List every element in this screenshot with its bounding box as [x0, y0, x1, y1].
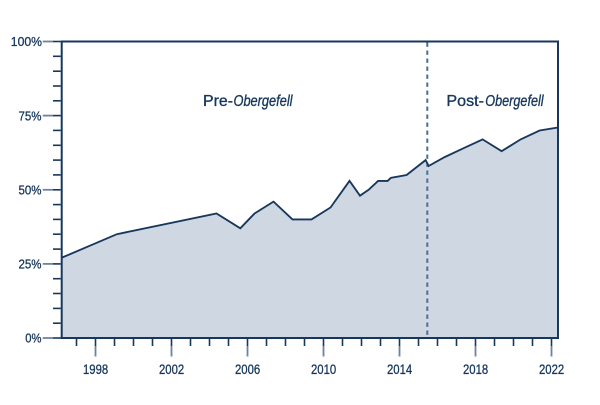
svg-text:75%: 75% — [19, 108, 42, 123]
svg-text:25%: 25% — [19, 257, 42, 272]
svg-text:Obergefell: Obergefell — [234, 93, 293, 110]
svg-text:50%: 50% — [19, 183, 42, 198]
svg-text:0%: 0% — [25, 331, 42, 346]
svg-text:2014: 2014 — [387, 362, 413, 377]
svg-text:Obergefell: Obergefell — [485, 93, 544, 110]
svg-text:2010: 2010 — [311, 362, 336, 377]
svg-text:2006: 2006 — [235, 362, 260, 377]
svg-text:100%: 100% — [11, 34, 43, 49]
svg-text:2002: 2002 — [159, 362, 184, 377]
svg-text:Post-: Post- — [446, 93, 484, 110]
svg-text:1998: 1998 — [83, 362, 108, 377]
svg-text:2018: 2018 — [463, 362, 488, 377]
svg-text:2022: 2022 — [539, 362, 564, 377]
svg-text:Pre-: Pre- — [203, 93, 233, 110]
